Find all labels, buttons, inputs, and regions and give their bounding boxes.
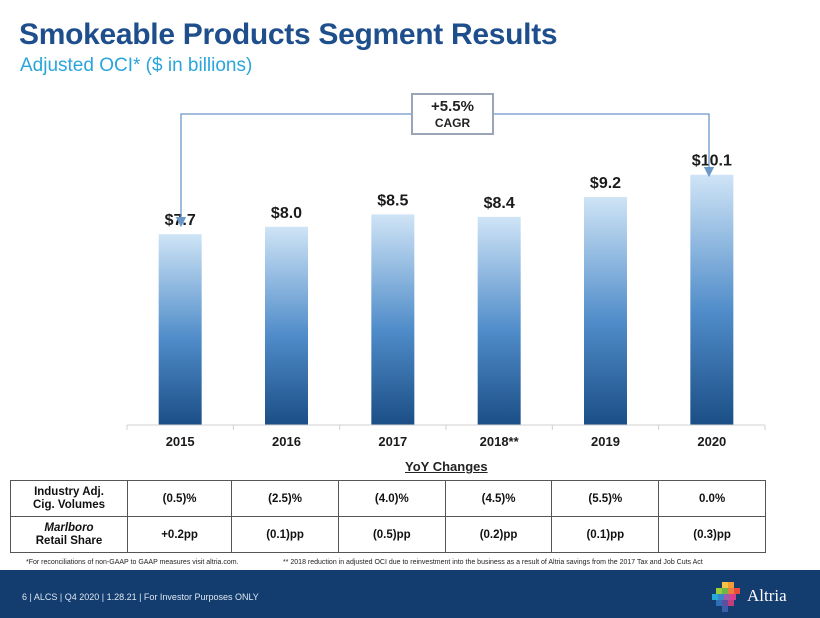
table-cell: +0.2pp [126, 516, 233, 553]
bar-2018 [477, 216, 521, 425]
table-cell: 0.0% [658, 480, 766, 517]
footer-text: 6 | ALCS | Q4 2020 | 1.28.21 | For Inves… [22, 592, 259, 602]
footnote-reconciliation: *For reconciliations of non-GAAP to GAAP… [26, 559, 239, 566]
table-cell: (0.3)pp [658, 516, 766, 553]
row-header-line1: Marlboro [44, 521, 94, 534]
table-row-volumes: Industry Adj. Cig. Volumes (0.5)% (2.5)%… [10, 480, 766, 517]
x-tick-label: 2015 [166, 434, 195, 449]
table-cell: (2.5)% [231, 480, 339, 517]
cagr-value: +5.5% [431, 98, 474, 115]
page-title: Smokeable Products Segment Results [19, 18, 558, 51]
yoy-title: YoY Changes [405, 459, 488, 474]
table-row-share: Marlboro Retail Share +0.2pp (0.1)pp (0.… [10, 516, 766, 553]
bar-value-label: $10.1 [692, 153, 732, 170]
bar-value-label: $8.4 [484, 195, 515, 212]
table-cell: (0.1)pp [231, 516, 339, 553]
altria-logo-text: Altria [747, 586, 787, 605]
table-cell: (5.5)% [551, 480, 660, 517]
table-cell: (4.5)% [444, 480, 553, 517]
bar-value-label: $8.0 [271, 205, 302, 222]
table-cell: (0.5)pp [337, 516, 446, 553]
row-header-line1: Industry Adj. [34, 485, 104, 498]
bar-chart: $7.7 $8.0$8.5 $8.4$9.2$10.1 2015 2016 2017 20… [126, 113, 766, 449]
cagr-annotation: +5.5% CAGR [411, 93, 494, 135]
x-tick-label: 2017 [378, 434, 407, 449]
bar-2017 [371, 214, 415, 425]
table-cell: (0.2)pp [444, 516, 553, 553]
bar-value-label: $9.2 [590, 175, 621, 192]
ticks-layer: 2015 2016 2017 2018** 2019 2020 [166, 434, 727, 449]
x-tick-label: 2019 [591, 434, 620, 449]
bar-2016 [265, 226, 308, 425]
bars-layer [158, 174, 734, 425]
row-header-share: Marlboro Retail Share [10, 516, 128, 553]
row-header-volumes: Industry Adj. Cig. Volumes [10, 480, 128, 517]
bar-2019 [584, 197, 627, 425]
bar-2015 [158, 234, 202, 425]
altria-logo-icon [712, 582, 740, 612]
page-subtitle: Adjusted OCI* ($ in billions) [20, 55, 253, 76]
yoy-table: Industry Adj. Cig. Volumes (0.5)% (2.5)%… [10, 480, 766, 553]
table-cell: (4.0)% [337, 480, 446, 517]
table-cell: (0.5)% [126, 480, 233, 517]
cagr-arrow-left [175, 113, 411, 228]
tick-marks [126, 425, 766, 430]
cagr-label: CAGR [434, 116, 471, 130]
bar-value-label: $8.5 [377, 192, 408, 209]
labels-layer: $7.7 $8.0 $8.5 $8.4 $9.2 $10.1 [165, 153, 732, 229]
footer-bar: 6 | ALCS | Q4 2020 | 1.28.21 | For Inves… [0, 570, 820, 618]
row-header-line2: Retail Share [35, 534, 103, 547]
x-tick-label: 2016 [272, 434, 301, 449]
x-tick-label: 2020 [697, 434, 726, 449]
footnote-2018: ** 2018 reduction in adjusted OCI due to… [283, 559, 703, 566]
table-cell: (0.1)pp [551, 516, 660, 553]
row-header-line2: Cig. Volumes [33, 498, 105, 511]
cagr-arrow-right [494, 113, 715, 178]
bar-2020 [690, 174, 734, 425]
x-tick-label: 2018** [480, 434, 520, 449]
bar-value-label: $7.7 [165, 212, 196, 229]
